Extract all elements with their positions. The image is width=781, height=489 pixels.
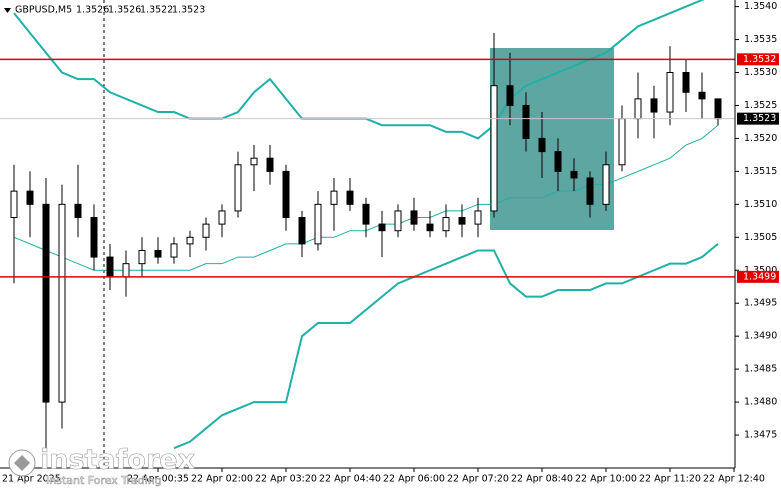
logo-text: instaforex: [40, 445, 195, 476]
candle-body: [10, 190, 18, 219]
candle-body: [426, 223, 434, 232]
y-tick-label: 1.3485: [744, 364, 777, 375]
candle-body: [714, 98, 722, 120]
candle-body: [538, 137, 546, 153]
candle-body: [154, 249, 162, 258]
y-tick-label: 1.3505: [744, 232, 777, 243]
y-tick-label: 1.3515: [744, 166, 777, 177]
y-tick-label: 1.3510: [744, 199, 777, 210]
candle-body: [218, 210, 226, 225]
y-tick-label: 1.3520: [744, 133, 777, 144]
last-price-label: 1.3523: [743, 113, 776, 124]
band-lower: [173, 243, 719, 450]
candle-body: [346, 190, 354, 205]
header-low: 1.3522: [140, 5, 173, 16]
candle-body: [698, 91, 706, 100]
x-tick-label: 22 Apr 03:20: [255, 474, 317, 485]
candle-body: [586, 177, 594, 205]
x-tick-label: 22 Apr 11:20: [639, 474, 701, 485]
logo-tagline: Instant Forex Trading: [46, 474, 162, 487]
x-tick-label: 22 Apr 00:35: [127, 474, 189, 485]
candle-body: [202, 223, 210, 238]
candle-body: [618, 118, 626, 166]
x-tick-label: 22 Apr 06:00: [383, 474, 445, 485]
level-label: 1.3532: [743, 54, 776, 65]
menu-arrow: [4, 8, 11, 13]
y-tick-label: 1.3480: [744, 397, 777, 408]
x-tick-label: 22 Apr 08:40: [511, 474, 573, 485]
candle-body: [170, 243, 178, 258]
header-close: 1.3523: [172, 5, 205, 16]
logo-mark: [14, 455, 30, 471]
y-tick-label: 1.3500: [744, 265, 777, 276]
candle-body: [634, 98, 642, 120]
level-box: [737, 270, 779, 283]
x-tick-label: 22 Apr 02:00: [191, 474, 253, 485]
x-tick-label: 22 Apr 04:40: [319, 474, 381, 485]
candle-body: [394, 210, 402, 232]
candle-body: [42, 203, 50, 403]
candle-body: [186, 236, 194, 245]
x-tick-label: 21 Apr 2025: [2, 474, 61, 485]
y-tick-label: 1.3525: [744, 100, 777, 111]
candle-body: [474, 210, 482, 225]
header-open: 1.3526: [76, 5, 109, 16]
candle-body: [554, 151, 562, 172]
candle-body: [602, 164, 610, 205]
candle-body: [250, 157, 258, 166]
y-tick-label: 1.3495: [744, 298, 777, 309]
y-tick-label: 1.3530: [744, 67, 777, 78]
candle-body: [298, 217, 306, 245]
last-price-box: [737, 112, 779, 125]
level-box: [737, 53, 779, 66]
plot-area: [0, 0, 735, 450]
candle-body: [522, 104, 530, 139]
candle-body: [266, 157, 274, 172]
y-tick-label: 1.3540: [744, 1, 777, 12]
candle-body: [442, 217, 450, 232]
header-high: 1.3526: [108, 5, 141, 16]
candle-body: [362, 203, 370, 225]
candle-body: [506, 85, 514, 106]
candle-body: [330, 190, 338, 205]
watermark: instaforex Instant Forex Trading: [8, 444, 195, 487]
x-tick-label: 22 Apr 12:40: [703, 474, 765, 485]
candle-body: [26, 190, 34, 205]
y-tick-label: 1.3490: [744, 331, 777, 342]
candle-body: [410, 210, 418, 225]
candle-body: [90, 217, 98, 258]
level-label: 1.3499: [743, 271, 776, 282]
x-tick-label: 22 Apr 07:20: [447, 474, 509, 485]
candle-body: [74, 203, 82, 219]
candle-body: [666, 72, 674, 113]
candle-body: [650, 98, 658, 113]
x-tick-label: 22 Apr 10:00: [575, 474, 637, 485]
candle-body: [458, 217, 466, 225]
candle-body: [122, 263, 130, 278]
candle-body: [682, 72, 690, 93]
candle-body: [490, 85, 498, 212]
candle-body: [570, 170, 578, 179]
candle-body: [138, 249, 146, 265]
candle-body: [234, 164, 242, 212]
candle-body: [106, 256, 114, 278]
candle-body: [58, 203, 66, 403]
header: GBPUSD,M5 1.3526 1.3526 1.3522 1.3523: [4, 5, 205, 16]
candle-body: [378, 223, 386, 232]
y-tick-label: 1.3475: [744, 430, 777, 441]
candle-body: [314, 203, 322, 245]
y-tick-label: 1.3535: [744, 34, 777, 45]
symbol: GBPUSD,M5: [15, 5, 72, 16]
candle-body: [282, 170, 290, 219]
